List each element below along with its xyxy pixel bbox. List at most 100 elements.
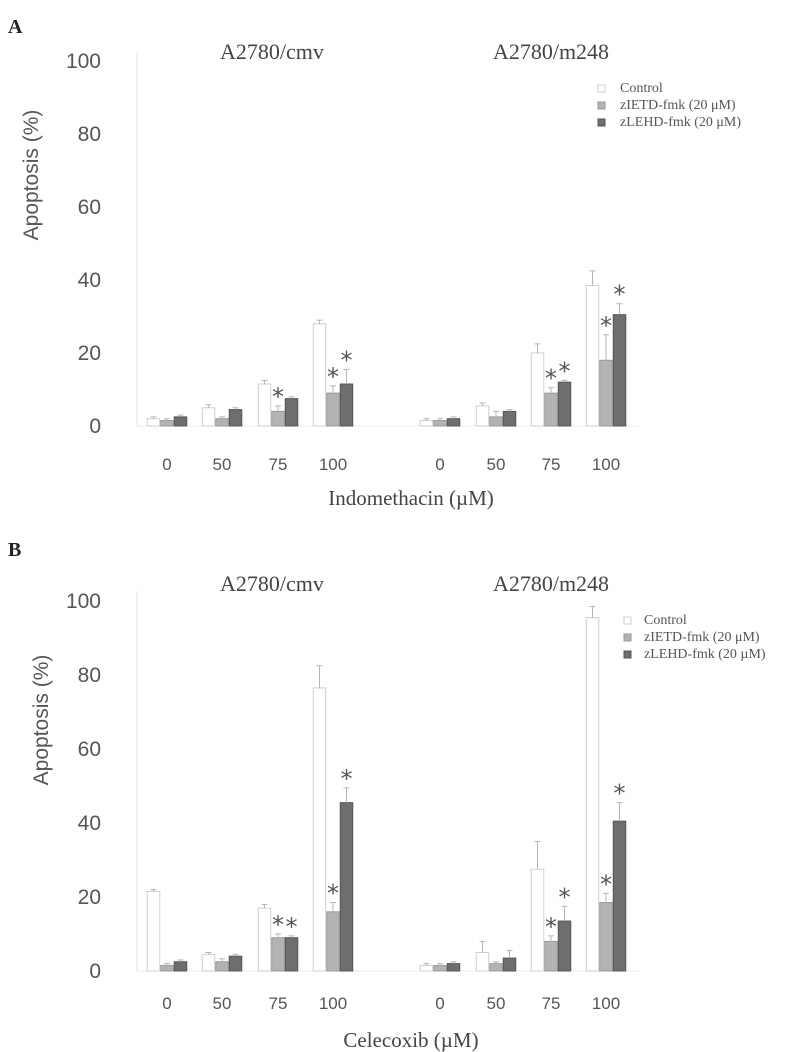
- significance-star: *: [559, 357, 571, 385]
- panel-a-chart: A A2780/cmv A2780/m248 0 20 40 60 80 100 Apoptosi…: [8, 16, 741, 510]
- bar-control: [312, 687, 327, 972]
- bar-control: [585, 617, 600, 972]
- bar-zietd-fmk: [544, 392, 558, 427]
- significance-star: *: [327, 880, 339, 908]
- bar-control: [475, 952, 490, 972]
- x-tick-label: 75: [542, 994, 561, 1013]
- bar-zlehd-fmk: [446, 963, 461, 972]
- bar-zlehd-fmk: [173, 416, 188, 427]
- significance-star: *: [272, 383, 284, 411]
- bar-zlehd-fmk: [557, 920, 572, 972]
- legend-swatch: [597, 101, 606, 110]
- group-title: A2780/m248: [493, 571, 609, 596]
- bar-zlehd-fmk: [446, 418, 461, 427]
- bar-zlehd-fmk: [284, 398, 299, 427]
- bar-zietd-fmk: [326, 911, 340, 972]
- legend-swatch: [597, 84, 606, 93]
- y-tick-label: 20: [78, 886, 101, 909]
- bar-zietd-fmk: [489, 963, 503, 972]
- bar-control: [530, 352, 545, 427]
- bar-control: [585, 284, 600, 427]
- x-tick-label: 100: [592, 455, 620, 474]
- bar-zlehd-fmk: [339, 383, 354, 427]
- legend-swatch: [623, 633, 632, 642]
- x-tick-label: 0: [435, 455, 444, 474]
- x-tick-label: 50: [213, 455, 232, 474]
- bar-control: [146, 890, 161, 972]
- legend-entry: Control: [644, 613, 687, 628]
- significance-star: *: [272, 911, 284, 939]
- legend-swatch: [597, 118, 606, 127]
- bar-zlehd-fmk: [502, 957, 517, 972]
- x-tick-label: 75: [269, 994, 288, 1013]
- x-tick-label: 50: [487, 994, 506, 1013]
- bar-zietd-fmk: [215, 418, 229, 427]
- significance-star: *: [545, 365, 557, 393]
- x-axis-label: Indomethacin (µM): [328, 486, 493, 510]
- bar-zietd-fmk: [544, 940, 558, 972]
- bar-control: [201, 407, 216, 427]
- bar-zlehd-fmk: [502, 410, 517, 427]
- bar-control: [146, 418, 161, 427]
- bar-control: [419, 420, 434, 427]
- significance-star: *: [614, 780, 626, 808]
- y-tick-label: 40: [78, 812, 101, 835]
- x-tick-label: 50: [487, 455, 506, 474]
- significance-star: *: [545, 913, 557, 941]
- bar-zlehd-fmk: [612, 820, 627, 972]
- bar-zlehd-fmk: [228, 409, 243, 427]
- group-title: A2780/cmv: [220, 39, 324, 64]
- bar-zietd-fmk: [599, 359, 613, 427]
- significance-star: *: [614, 281, 626, 309]
- x-axis-label: Celecoxib (µM): [343, 1028, 478, 1052]
- significance-star: *: [600, 312, 612, 340]
- y-axis-label: Apoptosis (%): [20, 110, 43, 241]
- x-tick-label: 100: [592, 994, 620, 1013]
- x-tick-label: 50: [213, 994, 232, 1013]
- bar-zietd-fmk: [433, 420, 447, 427]
- bar-control: [257, 907, 272, 972]
- x-tick-label: 100: [319, 994, 347, 1013]
- significance-star: *: [327, 363, 339, 391]
- legend-entry: zLEHD-fmk (20 µM): [644, 647, 766, 662]
- y-tick-label: 80: [78, 664, 101, 687]
- significance-star: *: [341, 765, 353, 793]
- bar-zietd-fmk: [326, 392, 340, 427]
- bar-zlehd-fmk: [173, 961, 188, 972]
- significance-star: *: [286, 913, 298, 941]
- x-tick-label: 0: [162, 455, 171, 474]
- bar-zietd-fmk: [271, 937, 285, 972]
- bar-zietd-fmk: [215, 961, 229, 972]
- group-title: A2780/m248: [493, 39, 609, 64]
- legend-swatch: [623, 650, 632, 659]
- bar-control: [201, 953, 216, 972]
- bar-zlehd-fmk: [557, 381, 572, 427]
- bar-control: [419, 964, 434, 972]
- x-tick-label: 0: [435, 994, 444, 1013]
- panel-letter: A: [8, 16, 23, 38]
- y-tick-label: 100: [66, 590, 101, 613]
- group-title: A2780/cmv: [220, 571, 324, 596]
- legend-entry: zLEHD-fmk (20 μM): [620, 115, 741, 130]
- significance-star: *: [341, 346, 353, 374]
- significance-star: *: [600, 870, 612, 898]
- y-axis-label: Apoptosis (%): [30, 655, 53, 786]
- legend-swatch: [623, 616, 632, 625]
- bar-zietd-fmk: [599, 902, 613, 972]
- bar-zlehd-fmk: [339, 802, 354, 972]
- bar-zietd-fmk: [489, 416, 503, 427]
- bar-control: [312, 323, 327, 427]
- bar-zietd-fmk: [160, 420, 174, 427]
- y-tick-label: 40: [78, 269, 101, 292]
- y-tick-label: 0: [89, 415, 101, 438]
- x-tick-label: 75: [542, 455, 561, 474]
- bar-zlehd-fmk: [612, 314, 627, 427]
- significance-star: *: [559, 883, 571, 911]
- bar-zlehd-fmk: [228, 955, 243, 972]
- bar-zietd-fmk: [433, 964, 447, 972]
- x-tick-label: 75: [269, 455, 288, 474]
- bar-control: [530, 868, 545, 972]
- y-tick-label: 80: [78, 123, 101, 146]
- x-tick-label: 100: [319, 455, 347, 474]
